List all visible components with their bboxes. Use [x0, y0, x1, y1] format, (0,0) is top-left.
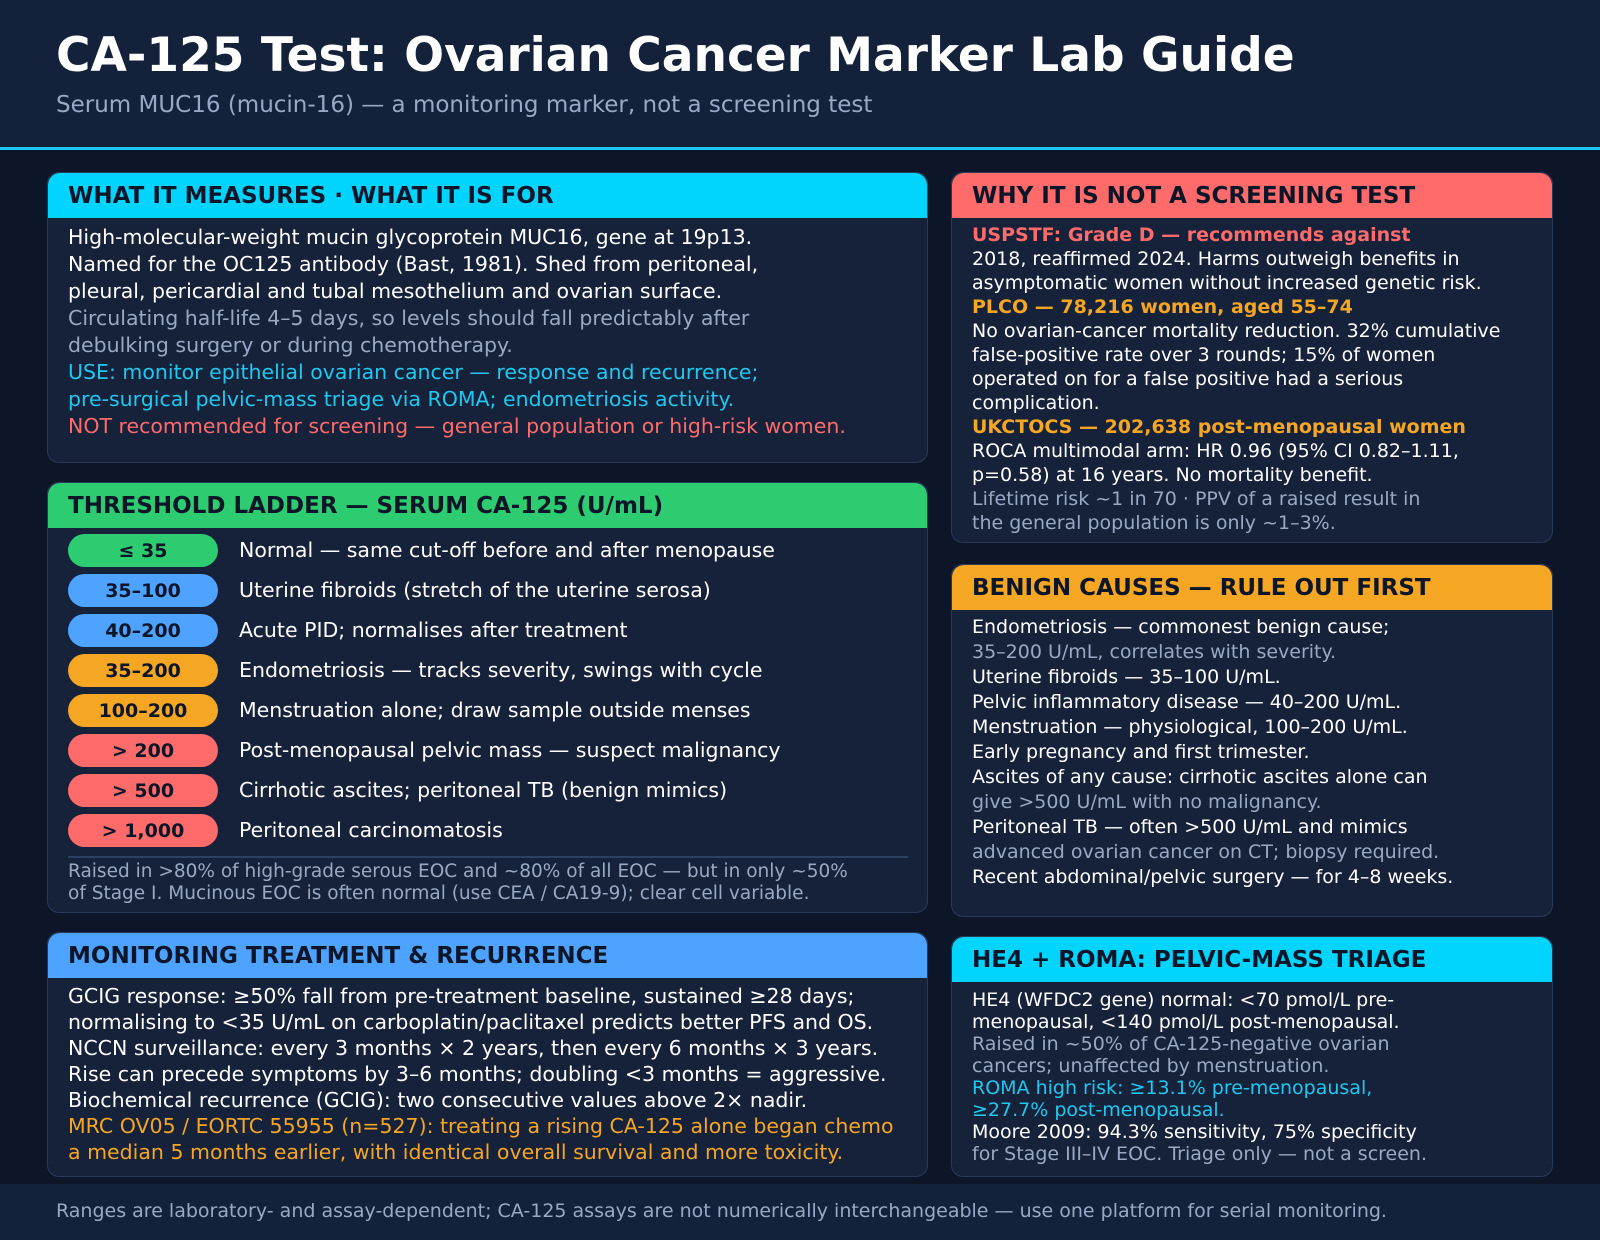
- he4-roma-heading: HE4 + ROMA: PELVIC-MASS TRIAGE: [952, 937, 1552, 982]
- why-line: ROCA multimodal arm: HR 0.96 (95% CI 0.8…: [972, 440, 1459, 462]
- rung-label: Cirrhotic ascites; peritoneal TB (benign…: [239, 778, 728, 802]
- monitor-line: GCIG response: ≥50% fall from pre-treatm…: [68, 984, 855, 1008]
- he4-roma-line: ROMA high risk: ≥13.1% pre-menopausal,: [972, 1077, 1373, 1099]
- monitoring-card: MONITORING TREATMENT & RECURRENCE GCIG r…: [47, 932, 928, 1177]
- benign-line: Recent abdominal/pelvic surgery — for 4–…: [972, 866, 1454, 888]
- rung-label: Acute PID; normalises after treatment: [239, 618, 628, 642]
- benign-line: advanced ovarian cancer on CT; biopsy re…: [972, 841, 1440, 863]
- range-pill: ≤ 35: [68, 533, 218, 567]
- benign-line: Menstruation — physiological, 100–200 U/…: [972, 716, 1408, 738]
- rung-label: Uterine fibroids (stretch of the uterine…: [239, 578, 711, 602]
- ladder-note-line: of Stage I. Mucinous EOC is often normal…: [68, 883, 810, 904]
- ladder-rung: > 500 Cirrhotic ascites; peritoneal TB (…: [68, 770, 907, 810]
- benign-line: Endometriosis — commonest benign cause;: [972, 616, 1390, 638]
- page-footer: Ranges are laboratory- and assay-depende…: [0, 1184, 1600, 1240]
- benign-causes-heading: BENIGN CAUSES — RULE OUT FIRST: [952, 565, 1552, 610]
- he4-line: Moore 2009: 94.3% sensitivity, 75% speci…: [972, 1121, 1417, 1143]
- ladder-rung: > 1,000 Peritoneal carcinomatosis: [68, 810, 907, 850]
- why-line: false-positive rate over 3 rounds; 15% o…: [972, 344, 1436, 366]
- why-line: operated on for a false positive had a s…: [972, 368, 1404, 390]
- benign-line: Ascites of any cause: cirrhotic ascites …: [972, 766, 1428, 788]
- what-line: Named for the OC125 antibody (Bast, 1981…: [68, 252, 759, 276]
- range-pill: > 1,000: [68, 813, 218, 847]
- monitor-trial-line: MRC OV05 / EORTC 55955 (n=527): treating…: [68, 1114, 894, 1138]
- monitor-trial-line: a median 5 months earlier, with identica…: [68, 1140, 844, 1164]
- he4-line: HE4 (WFDC2 gene) normal: <70 pmol/L pre-: [972, 989, 1395, 1011]
- rung-label: Post-menopausal pelvic mass — suspect ma…: [239, 738, 781, 762]
- range-pill: 35–200: [68, 653, 218, 687]
- ladder-rung: 100–200 Menstruation alone; draw sample …: [68, 690, 907, 730]
- why-line: complication.: [972, 392, 1100, 414]
- why-subheading: UKCTOCS — 202,638 post-menopausal women: [972, 416, 1466, 438]
- range-pill: 35–100: [68, 573, 218, 607]
- ladder-note: Raised in >80% of high-grade serous EOC …: [68, 861, 907, 905]
- why-line: p=0.58) at 16 years. No mortality benefi…: [972, 464, 1373, 486]
- what-line: High-molecular-weight mucin glycoprotein…: [68, 225, 753, 249]
- monitor-line: normalising to <35 U/mL on carboplatin/p…: [68, 1010, 874, 1034]
- what-it-measures-heading: WHAT IT MEASURES · WHAT IT IS FOR: [48, 173, 927, 218]
- why-line: 2018, reaffirmed 2024. Harms outweigh be…: [972, 248, 1460, 270]
- he4-line: Raised in ~50% of CA-125-negative ovaria…: [972, 1033, 1390, 1055]
- range-pill: 100–200: [68, 693, 218, 727]
- benign-line: Early pregnancy and first trimester.: [972, 741, 1310, 763]
- not-screening-heading: WHY IT IS NOT A SCREENING TEST: [952, 173, 1552, 218]
- range-pill: > 500: [68, 773, 218, 807]
- ladder-rung: 35–100 Uterine fibroids (stretch of the …: [68, 570, 907, 610]
- he4-line: cancers; unaffected by menstruation.: [972, 1055, 1330, 1077]
- what-warning-line: NOT recommended for screening — general …: [68, 414, 846, 438]
- he4-roma-card: HE4 + ROMA: PELVIC-MASS TRIAGE HE4 (WFDC…: [951, 936, 1553, 1177]
- what-use-line: pre-surgical pelvic-mass triage via ROMA…: [68, 387, 735, 411]
- rung-label: Menstruation alone; draw sample outside …: [239, 698, 751, 722]
- rung-label: Normal — same cut-off before and after m…: [239, 538, 775, 562]
- monitor-line: NCCN surveillance: every 3 months × 2 ye…: [68, 1036, 879, 1060]
- threshold-ladder-heading: THRESHOLD LADDER — SERUM CA-125 (U/mL): [48, 483, 927, 528]
- why-line: asymptomatic women without increased gen…: [972, 272, 1482, 294]
- benign-causes-card: BENIGN CAUSES — RULE OUT FIRST Endometri…: [951, 564, 1553, 917]
- threshold-ladder-card: THRESHOLD LADDER — SERUM CA-125 (U/mL) ≤…: [47, 482, 928, 913]
- he4-line: menopausal, <140 pmol/L post-menopausal.: [972, 1011, 1400, 1033]
- monitor-line: Rise can precede symptoms by 3–6 months;…: [68, 1062, 887, 1086]
- why-subheading: PLCO — 78,216 women, aged 55–74: [972, 296, 1353, 318]
- why-subheading: USPSTF: Grade D — recommends against: [972, 224, 1411, 246]
- what-it-measures-card: WHAT IT MEASURES · WHAT IT IS FOR High-m…: [47, 172, 928, 463]
- benign-line: Pelvic inflammatory disease — 40–200 U/m…: [972, 691, 1402, 713]
- benign-line: Uterine fibroids — 35–100 U/mL.: [972, 666, 1281, 688]
- what-line: Circulating half-life 4–5 days, so level…: [68, 306, 750, 330]
- rung-label: Peritoneal carcinomatosis: [239, 818, 503, 842]
- monitoring-heading: MONITORING TREATMENT & RECURRENCE: [48, 933, 927, 978]
- what-use-line: USE: monitor epithelial ovarian cancer —…: [68, 360, 759, 384]
- rung-label: Endometriosis — tracks severity, swings …: [239, 658, 763, 682]
- why-line: No ovarian-cancer mortality reduction. 3…: [972, 320, 1501, 342]
- ladder-note-line: Raised in >80% of high-grade serous EOC …: [68, 861, 848, 882]
- benign-line: Peritoneal TB — often >500 U/mL and mimi…: [972, 816, 1408, 838]
- ladder-rung: 35–200 Endometriosis — tracks severity, …: [68, 650, 907, 690]
- page-title: CA-125 Test: Ovarian Cancer Marker Lab G…: [56, 28, 1295, 83]
- benign-line: give >500 U/mL with no malignancy.: [972, 791, 1322, 813]
- benign-line: 35–200 U/mL, correlates with severity.: [972, 641, 1337, 663]
- he4-roma-line: ≥27.7% post-menopausal.: [972, 1099, 1225, 1121]
- he4-line: for Stage III–IV EOC. Triage only — not …: [972, 1143, 1428, 1165]
- page-header: CA-125 Test: Ovarian Cancer Marker Lab G…: [0, 0, 1600, 150]
- range-pill: > 200: [68, 733, 218, 767]
- why-line: the general population is only ~1–3%.: [972, 512, 1336, 534]
- why-line: Lifetime risk ~1 in 70 · PPV of a raised…: [972, 488, 1421, 510]
- ladder-rung: ≤ 35 Normal — same cut-off before and af…: [68, 530, 907, 570]
- ladder-rung: 40–200 Acute PID; normalises after treat…: [68, 610, 907, 650]
- ladder-divider: [68, 856, 908, 858]
- footer-disclaimer: Ranges are laboratory- and assay-depende…: [56, 1200, 1387, 1222]
- page-subtitle: Serum MUC16 (mucin-16) — a monitoring ma…: [56, 92, 873, 118]
- range-pill: 40–200: [68, 613, 218, 647]
- ladder-rung: > 200 Post-menopausal pelvic mass — susp…: [68, 730, 907, 770]
- monitor-line: Biochemical recurrence (GCIG): two conse…: [68, 1088, 808, 1112]
- what-line: debulking surgery or during chemotherapy…: [68, 333, 513, 357]
- not-screening-card: WHY IT IS NOT A SCREENING TEST USPSTF: G…: [951, 172, 1553, 543]
- what-line: pleural, pericardial and tubal mesotheli…: [68, 279, 723, 303]
